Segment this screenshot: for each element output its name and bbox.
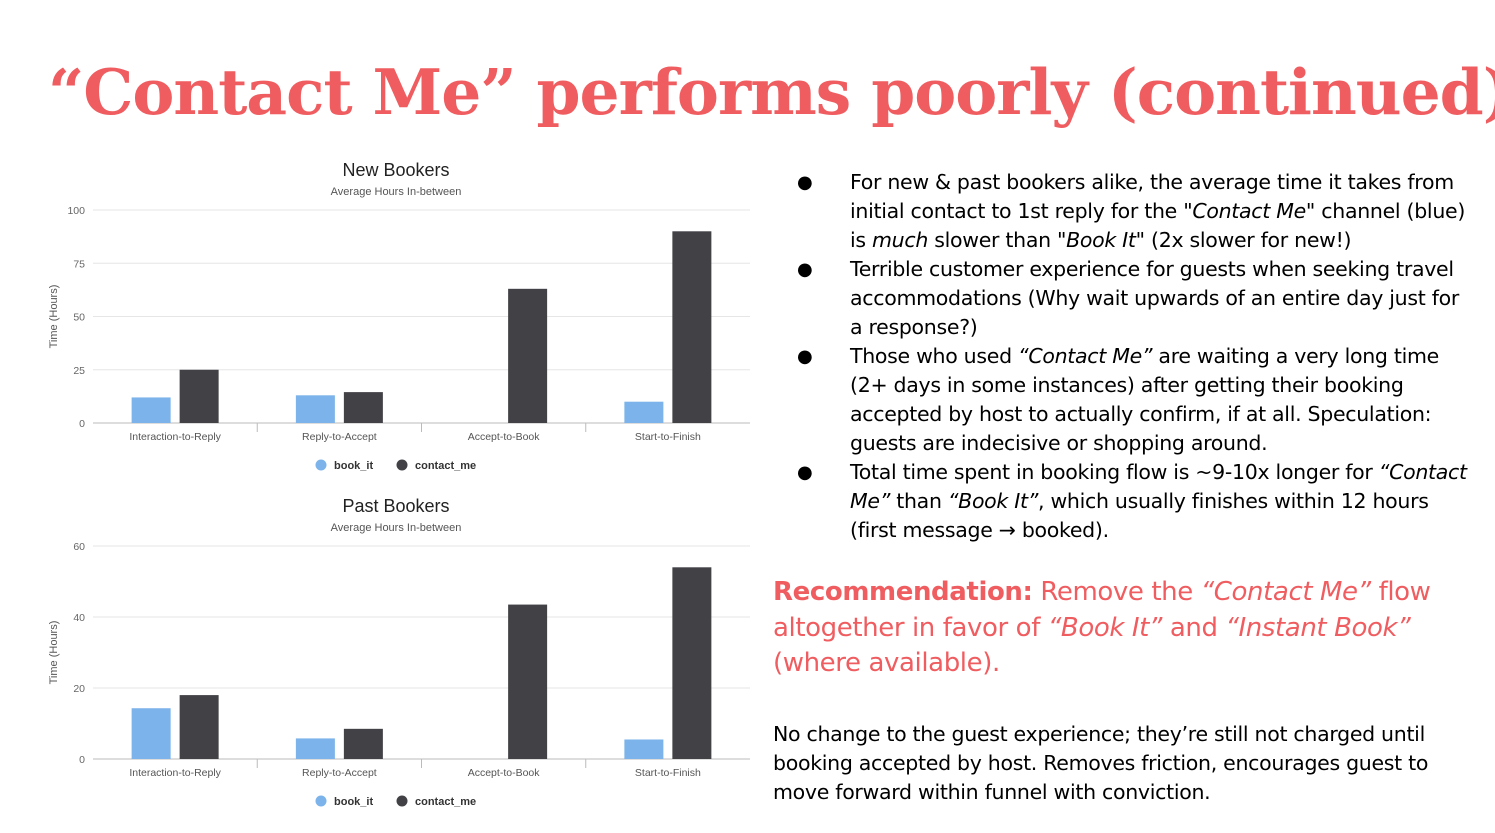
legend-label: contact_me xyxy=(415,796,476,808)
bar-contact-me xyxy=(508,604,548,759)
emphasis-text: "Book It" xyxy=(1057,228,1145,252)
chart-title: Past Bookers xyxy=(342,496,449,516)
bar-book-it xyxy=(131,397,171,423)
recommendation-note: No change to the guest experience; they’… xyxy=(773,721,1429,804)
bar-book-it xyxy=(295,395,335,423)
x-tick-label: Reply-to-Accept xyxy=(302,767,377,779)
text-segment: Terrible customer experience for guests … xyxy=(850,257,1459,339)
text-segment: Total time spent in booking flow is ~9-1… xyxy=(850,460,1379,484)
bullet-dot-icon: ● xyxy=(797,462,813,483)
x-tick-label: Start-to-Finish xyxy=(635,431,701,443)
text-segment: flow altogether in favor of xyxy=(773,577,1431,643)
text-segment: and xyxy=(1162,612,1226,643)
emphasis-text: “Instant Book” xyxy=(1225,612,1411,643)
y-tick-label: 50 xyxy=(73,312,85,324)
x-tick-label: Start-to-Finish xyxy=(635,767,701,779)
emphasis-text: “Contact Me” xyxy=(1200,577,1371,607)
x-tick-label: Reply-to-Accept xyxy=(302,431,377,443)
text-segment: slower than xyxy=(928,228,1057,252)
legend-label: contact_me xyxy=(415,460,476,472)
finding-bullet: ● For new & past bookers alike, the avera… xyxy=(773,168,1473,255)
y-tick-label: 20 xyxy=(73,683,85,695)
y-tick-label: 100 xyxy=(67,205,85,217)
chart-title: New Bookers xyxy=(342,160,449,180)
y-tick-label: 75 xyxy=(73,258,85,270)
bar-contact-me xyxy=(343,392,383,423)
new-bookers-chart: New Bookers Average Hours In-between 0 25 50… xyxy=(48,160,750,472)
x-tick-label: Interaction-to-Reply xyxy=(129,767,221,779)
finding-bullet: ● Total time spent in booking flow is ~9-… xyxy=(773,458,1473,545)
text-segment: Remove the xyxy=(1032,577,1201,607)
past-bookers-chart: Past Bookers Average Hours In-between 0 20 4… xyxy=(48,496,750,808)
x-tick-label: Accept-to-Book xyxy=(468,431,541,443)
bar-book-it xyxy=(295,738,335,759)
y-tick-label: 40 xyxy=(73,612,85,624)
text-segment: For new & past bookers alike, the averag… xyxy=(850,170,1454,223)
legend-marker-icon xyxy=(396,459,408,471)
bar-contact-me xyxy=(179,369,219,423)
bar-book-it xyxy=(624,739,664,759)
legend-marker-icon xyxy=(396,795,408,807)
finding-bullet: ● Terrible customer experience for guests… xyxy=(773,255,1473,342)
text-segment: than xyxy=(890,489,948,513)
bar-contact-me xyxy=(343,728,383,759)
legend-label: book_it xyxy=(334,796,373,808)
emphasis-text: “Contact Me” xyxy=(1018,344,1153,368)
emphasis-text: “Contact Me” xyxy=(850,460,1467,513)
x-tick-label: Interaction-to-Reply xyxy=(129,431,221,443)
legend-marker-icon xyxy=(315,459,327,471)
recommendation: Recommendation: Remove the “Contact Me” … xyxy=(773,575,1473,682)
x-tick-label: Accept-to-Book xyxy=(468,767,541,779)
text-segment: (2x slower for new!) xyxy=(1144,228,1352,252)
y-tick-label: 0 xyxy=(79,418,85,430)
legend-marker-icon xyxy=(315,795,327,807)
bar-contact-me xyxy=(672,231,712,423)
bullet-dot-icon: ● xyxy=(797,172,813,193)
y-axis-label: Time (Hours) xyxy=(48,621,60,685)
slide-title: “Contact Me” performs poorly (continued) xyxy=(48,55,1495,129)
findings-list: ● For new & past bookers alike, the avera… xyxy=(773,168,1473,545)
text-segment: are waiting a very long time (2+ days in… xyxy=(850,344,1439,455)
y-tick-label: 60 xyxy=(73,541,85,553)
legend-label: book_it xyxy=(334,460,373,472)
findings-panel: ● For new & past bookers alike, the avera… xyxy=(773,168,1473,807)
bar-book-it xyxy=(131,708,171,759)
text-segment: channel (blue) is xyxy=(850,199,1466,252)
bullet-dot-icon: ● xyxy=(797,259,813,280)
y-axis-label: Time (Hours) xyxy=(48,285,60,349)
chart-subtitle: Average Hours In-between xyxy=(331,186,462,198)
finding-bullet: ● Those who used “Contact Me” are waiting… xyxy=(773,342,1473,458)
y-tick-label: 0 xyxy=(79,754,85,766)
bullet-dot-icon: ● xyxy=(797,346,813,367)
chart-subtitle: Average Hours In-between xyxy=(331,522,462,534)
emphasis-text: “Book It” xyxy=(1047,612,1163,643)
bar-contact-me xyxy=(179,695,219,759)
bar-contact-me xyxy=(508,288,548,423)
emphasis-text: “Book It” xyxy=(947,489,1039,513)
bar-book-it xyxy=(624,401,664,423)
recommendation-label: Recommendation: xyxy=(773,577,1033,607)
text-segment: (where available). xyxy=(773,648,1000,678)
emphasis-text: "Contact Me" xyxy=(1183,199,1316,223)
text-segment: Those who used xyxy=(850,344,1018,368)
y-tick-label: 25 xyxy=(73,365,85,377)
emphasis-text: much xyxy=(872,228,929,252)
text-segment: , which usually finishes within 12 hours… xyxy=(850,489,1429,542)
bar-contact-me xyxy=(672,567,712,759)
